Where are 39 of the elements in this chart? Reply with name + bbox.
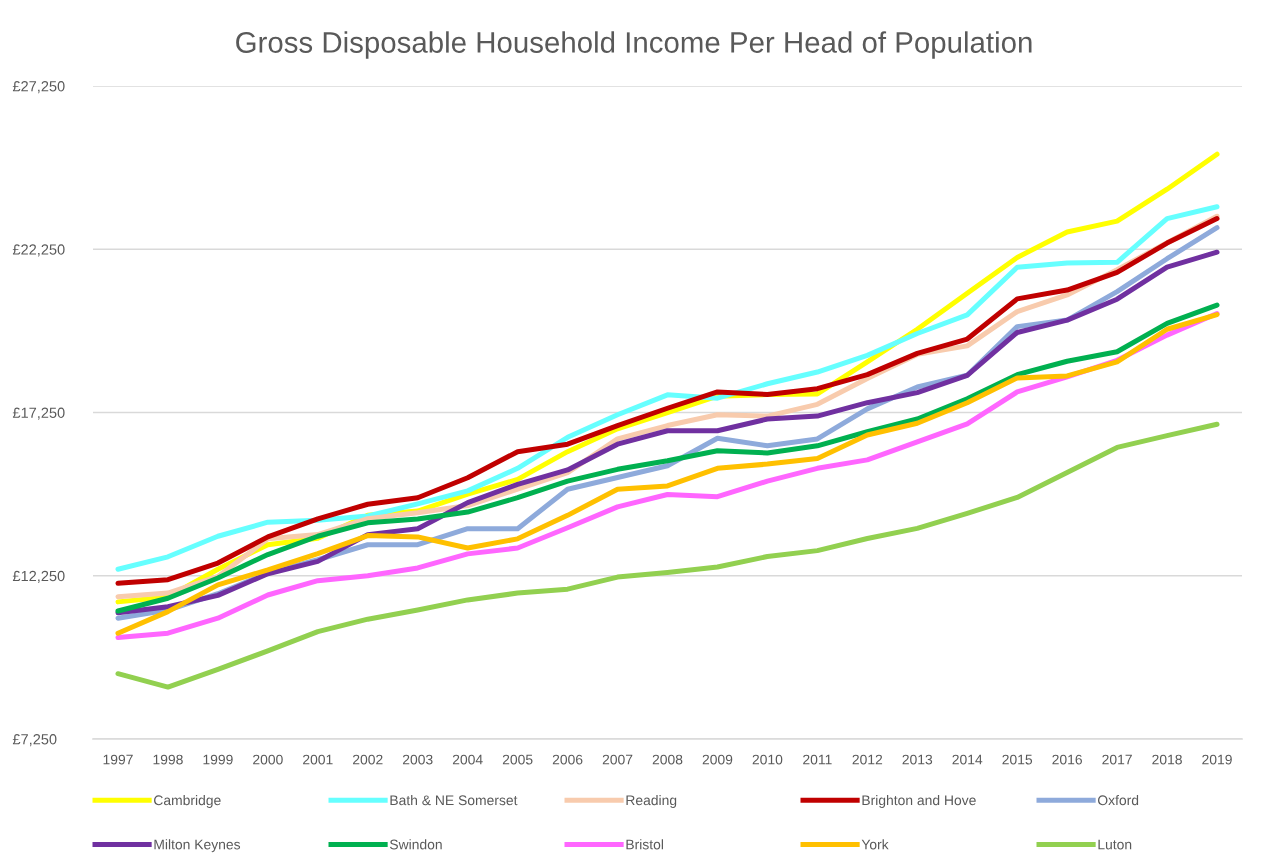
y-tick-label: £17,250	[12, 407, 65, 420]
x-tick-label: 2010	[752, 754, 783, 765]
y-tick-label: £27,250	[12, 81, 65, 94]
legend-label: Milton Keynes	[154, 839, 241, 853]
x-tick-label: 2006	[552, 754, 583, 765]
legend-label: Reading	[626, 795, 677, 808]
x-tick-label: 2012	[852, 754, 883, 765]
legend-label: Cambridge	[154, 795, 221, 808]
x-tick-label: 2018	[1152, 754, 1182, 765]
legend-label: Swindon	[389, 839, 442, 850]
x-tick-label: 2004	[452, 754, 483, 765]
x-tick-label: 2001	[303, 754, 333, 765]
x-tick-label: 1999	[203, 754, 233, 765]
x-tick-label: 2005	[502, 754, 533, 765]
x-tick-label: 2013	[902, 754, 933, 765]
x-tick-label: 2008	[652, 754, 683, 765]
y-tick-label: £12,250	[12, 570, 65, 583]
x-tick-label: 2016	[1052, 754, 1082, 765]
y-tick-label: £7,250	[12, 734, 57, 747]
x-tick-label: 2019	[1202, 754, 1232, 765]
x-tick-label: 2011	[803, 754, 832, 765]
chart-title: Gross Disposable Household Income Per Head of Population	[236, 31, 1032, 59]
y-tick-label: £22,250	[12, 244, 65, 257]
x-tick-label: 2007	[602, 754, 633, 765]
legend-label: York	[861, 839, 889, 850]
x-tick-label: 2015	[1002, 754, 1033, 765]
x-tick-label: 2017	[1102, 754, 1132, 765]
x-tick-label: 2000	[253, 754, 283, 765]
x-tick-label: 2002	[353, 754, 383, 765]
legend-label: Bristol	[626, 839, 663, 850]
legend-label: Luton	[1098, 839, 1132, 850]
x-tick-label: 2003	[402, 754, 433, 765]
legend-label: Bath & NE Somerset	[390, 795, 518, 806]
x-tick-label: 1998	[153, 754, 183, 765]
x-tick-label: 2009	[702, 754, 733, 765]
x-tick-label: 1997	[103, 754, 133, 765]
x-tick-label: 2014	[952, 754, 983, 765]
legend-label: Oxford	[1097, 795, 1139, 806]
legend-label: Brighton and Hove	[862, 795, 976, 808]
